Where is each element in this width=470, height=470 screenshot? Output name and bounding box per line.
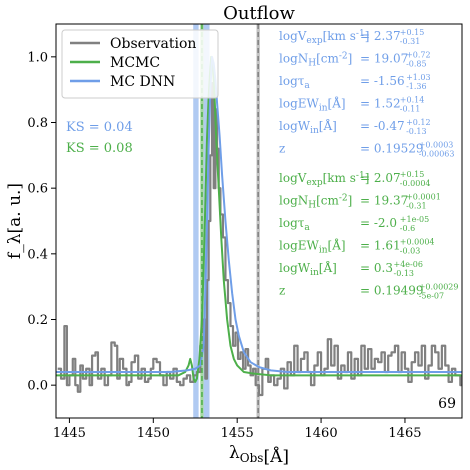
param-label: logEWin[Å]	[279, 96, 346, 114]
param-upper-error: +0.15	[400, 170, 425, 179]
param-upper-error: +0.0001	[406, 193, 441, 202]
param-value: = 1.52	[360, 97, 401, 111]
param-label: logWin[Å]	[279, 118, 337, 136]
param-label: z	[279, 284, 285, 298]
param-label: logEWin[Å]	[279, 238, 346, 256]
chart-title: Outflow	[223, 3, 295, 24]
band-0	[193, 24, 199, 418]
param-lower-error: -0.0004	[400, 179, 431, 188]
param-upper-error: +4e-06	[394, 260, 423, 269]
plot-frame	[55, 23, 463, 419]
param-value: = 2.07	[360, 171, 401, 185]
x-tick-label: 1460	[305, 426, 338, 441]
param-lower-error: -0.11	[400, 105, 421, 114]
param-label: logVexp[km s-1]	[279, 171, 369, 188]
x-tick-label: 1445	[53, 426, 86, 441]
param-value: = 19.07	[360, 52, 408, 66]
x-tick-label: 1455	[221, 426, 254, 441]
param-value: = -0.47	[360, 119, 405, 133]
y-axis-label: f_λ[a. u.]	[5, 183, 25, 259]
x-tick-label: 1465	[388, 426, 421, 441]
param-upper-error: +0.0003	[419, 141, 454, 150]
x-tick-label: 1450	[137, 426, 170, 441]
param-lower-error: -0.31	[406, 202, 427, 211]
param-value: = -2.0	[360, 216, 397, 230]
series-line-mc-dnn	[56, 55, 462, 374]
y-tick-label: 0.0	[27, 379, 48, 394]
param-value: = 19.37	[360, 194, 408, 208]
x-axis-label-text: λObs[Å]	[229, 443, 289, 467]
param-label: logVexp[km s-1]	[279, 29, 369, 46]
y-tick-label: 0.4	[27, 247, 48, 262]
legend-label-mcmc: MCMC	[110, 55, 160, 71]
param-lower-error: -5e-07	[419, 292, 444, 301]
ks-label-1: KS = 0.08	[66, 141, 133, 156]
param-label: logNH[cm-2]	[279, 52, 352, 69]
y-tick-label: 0.8	[27, 116, 48, 131]
legend-label-mc-dnn: MC DNN	[110, 74, 175, 90]
param-lower-error: -0.6	[400, 224, 415, 233]
param-upper-error: +0.15	[400, 28, 425, 37]
param-upper-error: +0.14	[400, 96, 425, 105]
param-lower-error: -0.13	[394, 269, 415, 278]
y-tick-label: 0.6	[27, 182, 48, 197]
x-axis-label: λObs[Å]	[229, 443, 289, 467]
param-lower-error: -0.85	[406, 60, 427, 69]
ks-statistics: KS = 0.04 KS = 0.08	[66, 120, 133, 156]
chart-legend: Observation MCMC MC DNN	[61, 29, 219, 99]
param-upper-error: +0.12	[406, 118, 431, 127]
param-value: = 1.61	[360, 239, 401, 253]
param-lower-error: -0.00063	[419, 150, 455, 159]
ks-label-0: KS = 0.04	[66, 120, 133, 135]
chart-title-text: Outflow	[223, 3, 295, 24]
param-lower-error: -0.13	[406, 127, 427, 136]
param-label: logWin[Å]	[279, 260, 337, 278]
param-value: = 0.19499	[360, 284, 424, 298]
legend-box	[61, 29, 219, 99]
axis-ticks: 1445 1450 1455 1460 1465 0.0 0.2 0.4 0.6 0.8 1.0	[27, 50, 421, 441]
param-label: logτa	[279, 216, 310, 233]
panel-number: 69	[438, 396, 456, 412]
legend-label-observation: Observation	[110, 36, 196, 52]
y-tick-label: 0.2	[27, 313, 48, 328]
param-lower-error: -1.36	[406, 82, 427, 91]
param-value: = 0.3	[360, 261, 393, 275]
param-lower-error: -0.31	[400, 37, 421, 46]
param-upper-error: +1.03	[406, 73, 431, 82]
param-upper-error: +0.72	[406, 51, 431, 60]
param-upper-error: +0.00029	[419, 283, 459, 292]
param-value: = -1.56	[360, 74, 405, 88]
param-value: = 2.37	[360, 29, 401, 43]
y-axis-label-text: f_λ[a. u.]	[5, 183, 25, 259]
param-label: z	[279, 142, 285, 156]
param-value: = 0.19529	[360, 142, 424, 156]
param-label: logNH[cm-2]	[279, 194, 352, 211]
param-label: logτa	[279, 74, 310, 91]
param-lower-error: -0.03	[400, 247, 421, 256]
y-tick-label: 1.0	[27, 50, 48, 65]
param-upper-error: +1e-05	[400, 215, 429, 224]
param-upper-error: +0.0004	[400, 238, 435, 247]
fit-parameters: logVexp[km s-1]= 2.37 +0.15-0.31logNH[cm-…	[279, 28, 458, 301]
